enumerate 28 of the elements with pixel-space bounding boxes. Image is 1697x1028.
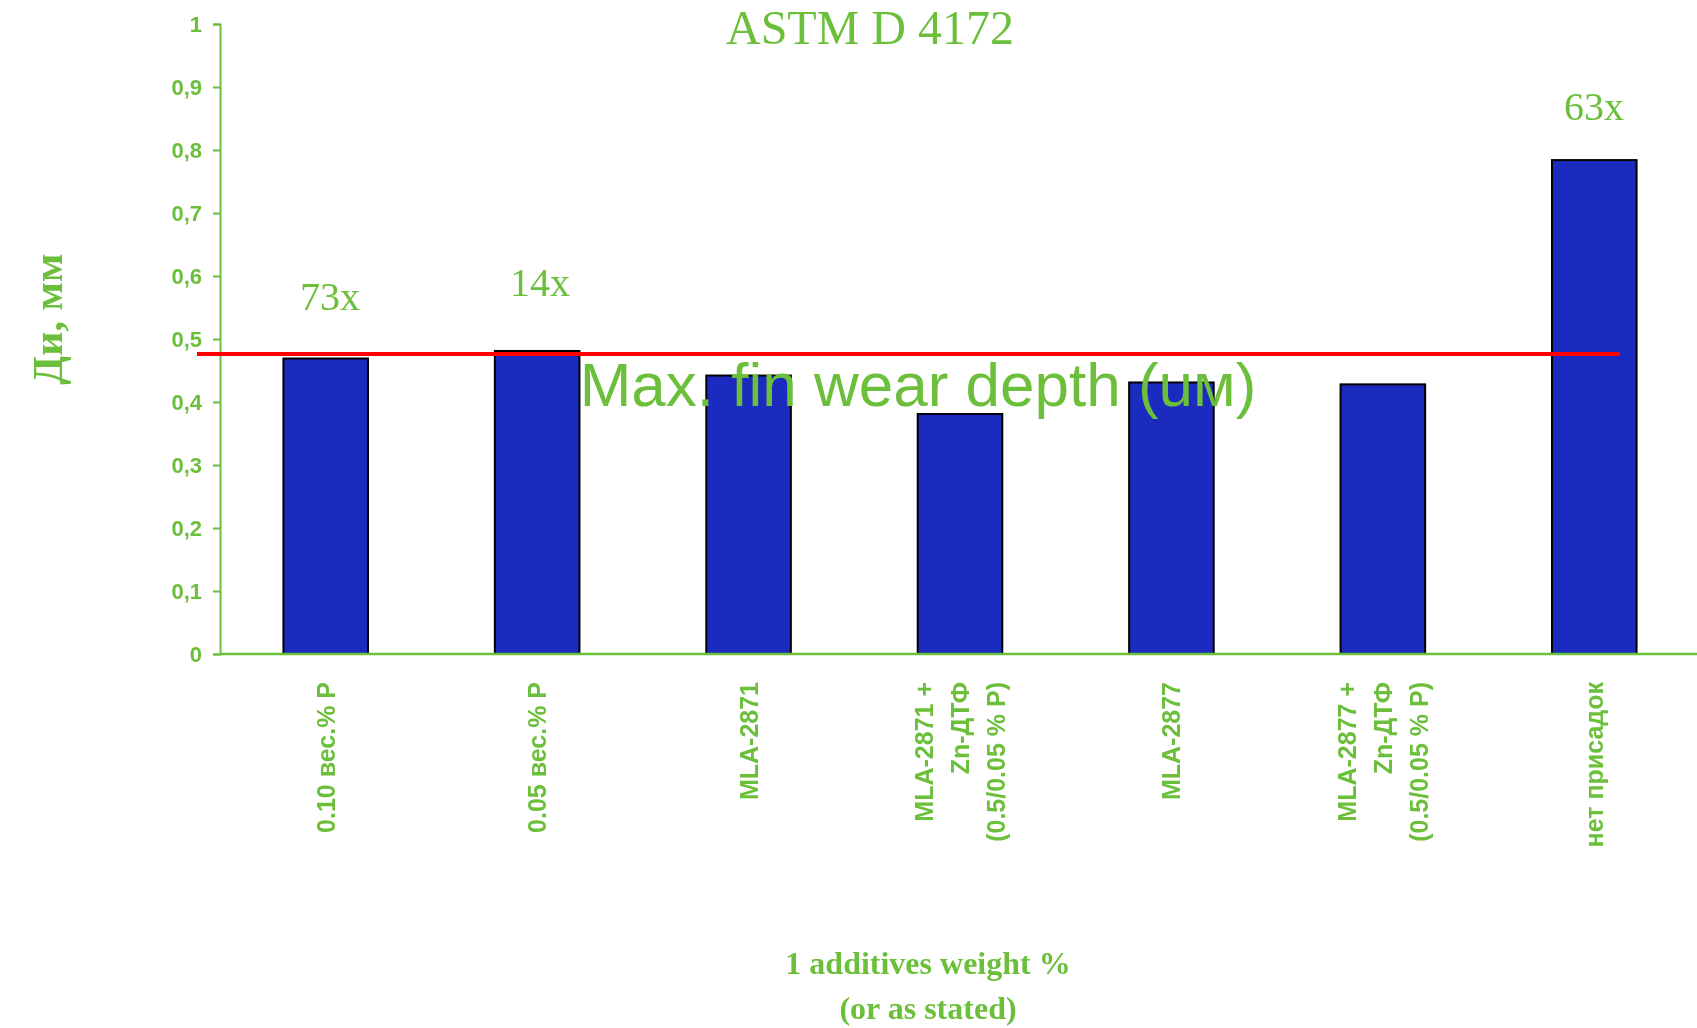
y-tick-label: 0,5 [171,326,202,352]
bar [493,349,581,655]
bar [282,357,369,655]
chart-title: ASTM D 4172 [725,1,1015,54]
x-tick-label: 0.05 вес.% P [523,682,552,833]
y-tick-label: 0,4 [171,389,203,415]
y-tick-label: 0,6 [171,263,202,289]
annotation: 63x [1564,84,1624,129]
y-tick-label: 0,9 [171,74,202,100]
bar [1551,159,1638,655]
annotation: 14x [510,260,570,305]
y-tick-label: 0 [189,641,202,667]
y-tick-label: 0,7 [171,200,202,226]
y-tick-label: 0,1 [171,578,202,604]
x-axis-title: 1 additives weight % (or as stated) [785,945,1071,1026]
x-tick-label: MLA-2871 [734,681,763,801]
x-tick-label: MLA-2871 + Zn-ДТФ (0.5/0.05 % P) [910,682,1010,842]
y-tick-label: 0,3 [171,452,202,478]
x-tick-label: 0.10 вес.% P [311,682,340,833]
y-tick-label: 1 [189,11,202,37]
y-axis-title: Ди, мм [25,253,71,385]
bar [1339,383,1427,655]
annotation: 73x [300,274,360,319]
x-tick-label: MLA-2877 + Zn-ДТФ (0.5/0.05 % P) [1332,682,1433,842]
y-tick-label: 0,8 [171,137,202,163]
y-tick-label: 0,2 [171,515,202,541]
x-tick-label: нет присадок [1580,681,1609,848]
x-tick-label: MLA-2877 [1157,682,1186,801]
